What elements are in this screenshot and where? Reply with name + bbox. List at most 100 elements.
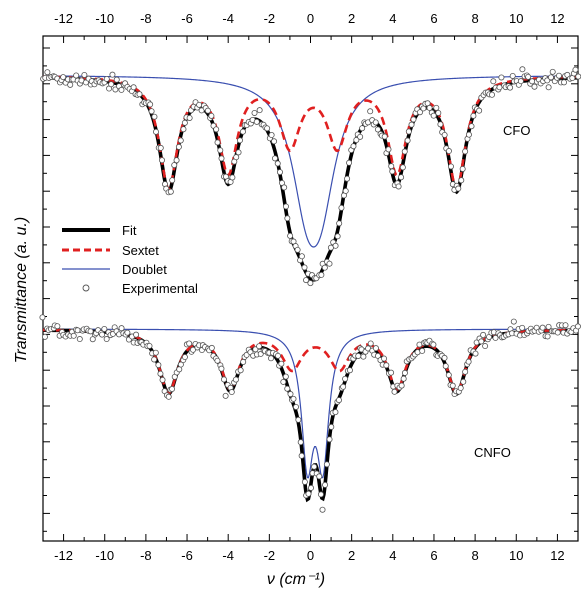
experimental-point-cnfo — [482, 343, 489, 350]
experimental-point-cfo — [525, 73, 532, 80]
experimental-point-cnfo — [367, 340, 374, 347]
experimental-point-cfo — [441, 131, 448, 138]
experimental-point-cnfo — [381, 355, 388, 362]
experimental-point-cnfo — [76, 336, 83, 343]
axis-ticks — [42, 36, 579, 541]
x-tick-label-bottom: -2 — [264, 548, 276, 563]
x-tick-label-top: -12 — [54, 11, 73, 26]
experimental-point-cnfo — [222, 392, 229, 399]
experimental-point-cfo — [346, 159, 353, 166]
experimental-point-cfo — [253, 118, 260, 125]
x-tick-label-top: 10 — [509, 11, 523, 26]
doublet-line-cnfo — [43, 328, 578, 479]
experimental-point-cnfo — [445, 372, 452, 379]
experimental-point-cfo — [435, 109, 442, 116]
experimental-point-cfo — [118, 86, 125, 93]
experimental-point-cnfo — [342, 375, 349, 382]
experimental-point-cfo — [468, 123, 475, 130]
experimental-point-cfo — [399, 164, 406, 171]
experimental-point-cfo — [519, 66, 526, 73]
experimental-point-cfo — [307, 280, 314, 287]
experimental-point-cnfo — [151, 356, 158, 363]
experimental-point-cfo — [353, 136, 360, 143]
experimental-point-cnfo — [287, 391, 294, 398]
experimental-point-cnfo — [165, 393, 172, 400]
experimental-point-cfo — [401, 148, 408, 155]
experimental-point-cfo — [556, 72, 563, 79]
experimental-point-cfo — [236, 137, 243, 144]
experimental-point-cnfo — [480, 331, 487, 338]
experimental-point-cfo — [338, 204, 345, 211]
experimental-point-cfo — [152, 128, 159, 135]
experimental-point-cfo — [204, 107, 211, 114]
experimental-point-cnfo — [41, 333, 48, 340]
experimental-point-cnfo — [101, 325, 108, 332]
legend-swatch-experimental — [82, 284, 90, 292]
experimental-point-cfo — [235, 149, 242, 156]
x-tick-label-top: 4 — [389, 11, 396, 26]
experimental-point-cnfo — [267, 355, 274, 362]
experimental-point-cfo — [359, 125, 366, 132]
experimental-point-cfo — [148, 108, 155, 115]
experimental-point-cfo — [175, 143, 182, 150]
x-tick-label-top: -4 — [222, 11, 234, 26]
experimental-point-cfo — [113, 76, 120, 83]
experimental-point-cnfo — [346, 367, 353, 374]
experimental-point-cnfo — [449, 382, 456, 389]
experimental-point-cnfo — [319, 506, 326, 513]
experimental-point-cfo — [151, 113, 158, 120]
x-tick-label-top: 2 — [348, 11, 355, 26]
experimental-point-cfo — [458, 177, 465, 184]
experimental-point-cfo — [572, 66, 579, 73]
experimental-point-cfo — [332, 242, 339, 249]
experimental-point-cnfo — [322, 481, 329, 488]
y-axis-title: Transmittance (a. u.) — [13, 217, 30, 363]
experimental-point-cnfo — [360, 353, 367, 360]
experimental-point-cfo — [544, 77, 551, 84]
experimental-point-cnfo — [391, 388, 398, 395]
experimental-point-cfo — [549, 68, 556, 75]
experimental-point-cfo — [498, 74, 505, 81]
experimental-point-cfo — [60, 74, 67, 81]
experimental-point-cnfo — [554, 329, 561, 336]
experimental-point-cfo — [430, 112, 437, 119]
experimental-point-cfo — [147, 101, 154, 108]
experimental-point-cfo — [488, 91, 495, 98]
x-tick-label-top: -8 — [140, 11, 152, 26]
experimental-point-cnfo — [70, 332, 77, 339]
experimental-point-cfo — [342, 187, 349, 194]
experimental-point-cnfo — [157, 370, 164, 377]
experimental-point-cfo — [180, 126, 187, 133]
experimental-point-cfo — [465, 131, 472, 138]
experimental-point-cnfo — [510, 318, 517, 325]
experimental-point-cfo — [381, 133, 388, 140]
experimental-point-cnfo — [214, 357, 221, 364]
experimental-point-cfo — [294, 246, 301, 253]
experimental-point-cfo — [271, 138, 278, 145]
experimental-point-cfo — [271, 155, 278, 162]
panel-label-cnfo: CNFO — [474, 445, 511, 460]
legend-label-experimental: Experimental — [122, 281, 198, 296]
experimental-point-cfo — [229, 174, 236, 181]
panel-label-cfo: CFO — [503, 123, 530, 138]
experimental-point-cnfo — [118, 325, 125, 332]
experimental-point-cnfo — [492, 334, 499, 341]
experimental-point-cnfo — [305, 490, 312, 497]
x-tick-label-bottom: -8 — [140, 548, 152, 563]
experimental-point-cnfo — [301, 478, 308, 485]
experimental-point-cfo — [395, 183, 402, 190]
experimental-point-cfo — [372, 119, 379, 126]
experimental-point-cfo — [177, 137, 184, 144]
experimental-point-cnfo — [240, 358, 247, 365]
experimental-point-cnfo — [398, 382, 405, 389]
experimental-point-cfo — [334, 233, 341, 240]
experimental-point-cfo — [561, 79, 568, 86]
experimental-point-cfo — [287, 232, 294, 239]
x-axis-title: ν (cm⁻¹) — [267, 571, 325, 588]
experimental-point-cnfo — [545, 323, 552, 330]
experimental-point-cnfo — [297, 439, 304, 446]
legend-label-sextet: Sextet — [122, 243, 159, 258]
experimental-point-cnfo — [74, 327, 81, 334]
experimental-point-cnfo — [539, 324, 546, 331]
experimental-point-cfo — [109, 71, 116, 78]
